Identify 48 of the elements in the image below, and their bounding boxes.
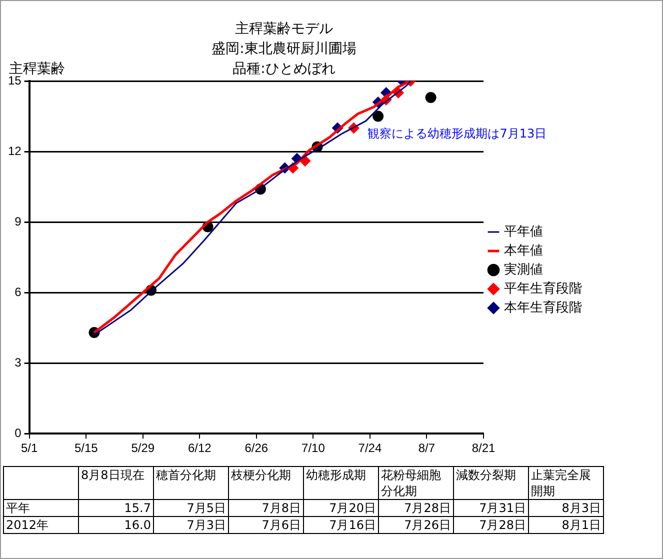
- annotation: 観察による幼穂形成期は7月13日: [368, 126, 547, 140]
- text: 7月6日: [228, 516, 304, 534]
- text: 7月26日: [378, 516, 454, 534]
- x-tick-label: 6/12: [188, 441, 212, 456]
- point: [425, 92, 436, 103]
- text: 8月1日: [528, 516, 604, 534]
- text: 8月3日: [528, 500, 604, 516]
- text: 7月16日: [304, 516, 378, 534]
- text: 幼穂形成期: [304, 466, 378, 500]
- x-tick-label: 5/29: [131, 441, 155, 456]
- point: [372, 110, 384, 122]
- x-tick-label: 5/1: [21, 441, 38, 456]
- text: 7月20日: [304, 500, 378, 516]
- chart-subtitle: 盛岡:東北農研厨川圃場: [212, 41, 356, 57]
- text: 平年: [4, 500, 78, 516]
- text: 16.0: [78, 516, 154, 534]
- text: 7月5日: [154, 500, 228, 516]
- text: 穂首分化期: [154, 466, 228, 500]
- text: 7月28日: [378, 500, 454, 516]
- legend-label: 実測値: [504, 261, 543, 278]
- text: 15.7: [78, 500, 154, 516]
- text: 7月8日: [228, 500, 304, 516]
- x-tick-label: 7/10: [302, 441, 326, 456]
- y-tick-label: 6: [14, 284, 22, 299]
- legend-label: 平年値: [504, 224, 543, 240]
- y-tick-label: 3: [14, 355, 22, 370]
- legend-label: 平年生育段階: [504, 280, 582, 296]
- text: 2012年: [4, 516, 78, 534]
- x-tick-label: 5/15: [74, 441, 98, 456]
- x-tick-label: 8/21: [472, 441, 496, 456]
- text: 7月28日: [454, 516, 528, 534]
- text: 8月8日現在: [78, 466, 154, 500]
- y-tick-label: 0: [14, 426, 22, 440]
- text: 花粉母細胞分化期: [378, 466, 454, 500]
- chart-title: 主稈葉齢モデル: [235, 21, 333, 37]
- text: 止葉完全展開期: [528, 466, 604, 500]
- x-tick-label: 7/24: [358, 441, 382, 456]
- y-tick-label: 9: [14, 214, 22, 228]
- text: 減数分裂期: [454, 466, 528, 500]
- text: 枝梗分化期: [228, 466, 304, 500]
- text: 品種:ひとめぼれ: [232, 61, 336, 77]
- text: 7月31日: [454, 500, 528, 516]
- y-tick-label: 12: [8, 144, 22, 158]
- legend-label: 本年生育段階: [504, 299, 582, 316]
- x-tick-label: 8/7: [418, 441, 436, 456]
- text: 7月3日: [154, 516, 228, 534]
- x-tick-label: 6/26: [244, 441, 268, 456]
- legend-label: 本年値: [504, 243, 543, 258]
